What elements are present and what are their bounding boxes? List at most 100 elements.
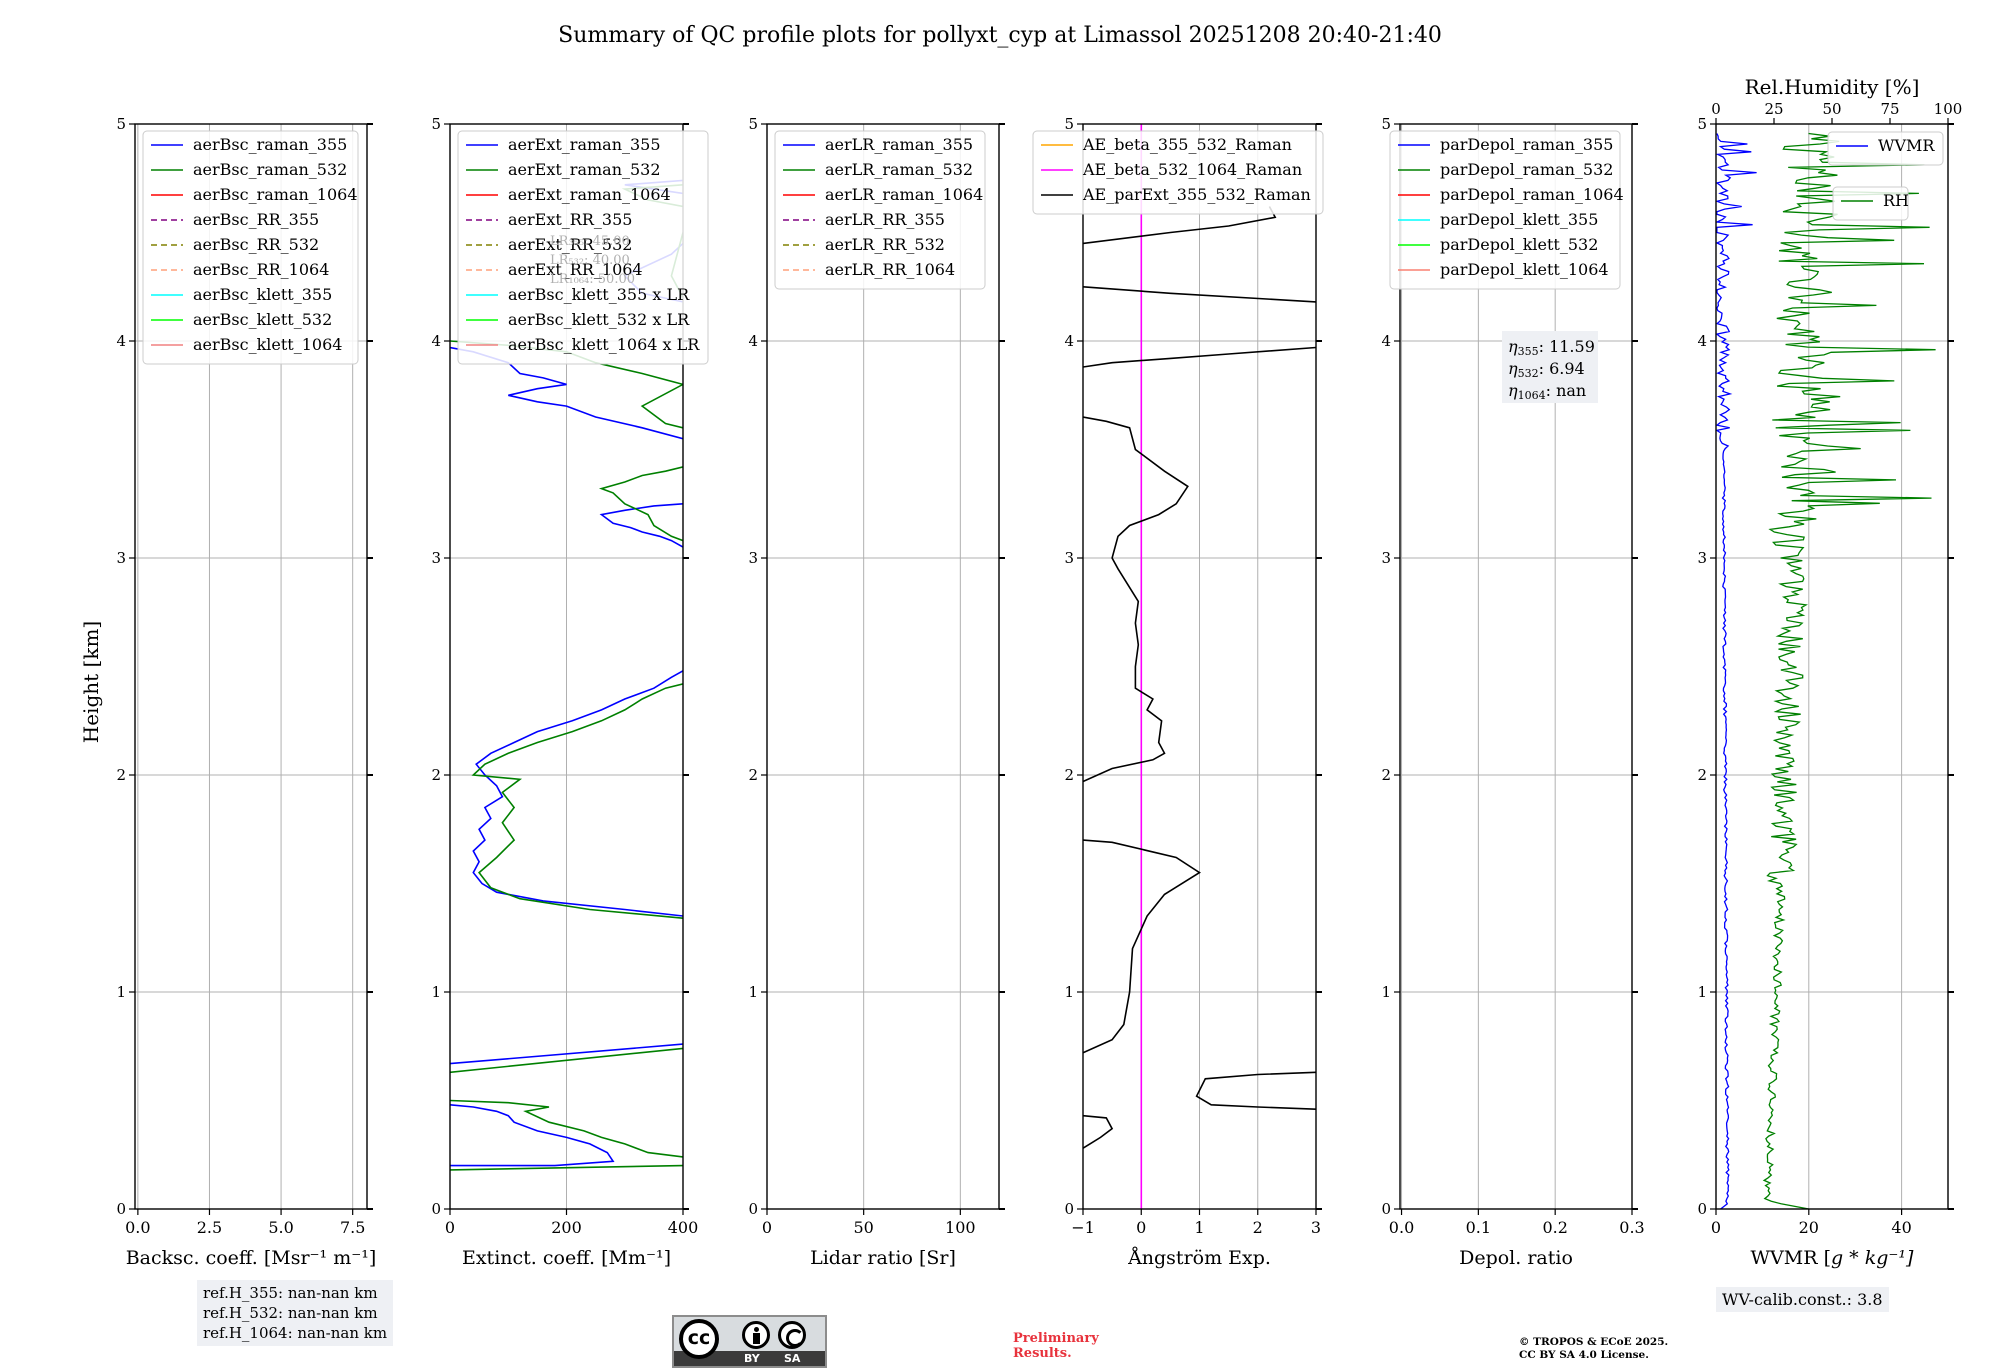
legend-label: RH <box>1883 191 1909 210</box>
legend-label: aerBsc_RR_355 <box>193 210 319 229</box>
x-tick-label: 0 <box>445 1218 455 1237</box>
x-tick-label: 0.1 <box>1466 1218 1491 1237</box>
y-tick-label: 3 <box>1697 549 1707 567</box>
legend: aerBsc_raman_355 aerBsc_raman_532 aerBsc_r… <box>142 130 359 365</box>
series-line <box>1083 286 1316 303</box>
y-tick-label: 5 <box>1381 115 1391 133</box>
y-tick-label: 1 <box>1064 983 1074 1001</box>
x-tick-label: −1 <box>1071 1218 1095 1237</box>
x-tick-label: 0.0 <box>125 1218 150 1237</box>
y-tick-label: 1 <box>748 983 758 1001</box>
x-axis-label: Depol. ratio <box>1459 1247 1573 1269</box>
legend-label: aerExt_RR_1064 <box>508 260 643 279</box>
top-axis-label: Rel.Humidity [%] <box>1745 75 1920 99</box>
y-tick-label: 5 <box>748 115 758 133</box>
legend-wvmr: WVMR <box>1827 131 1944 166</box>
y-tick-label: 2 <box>748 766 758 784</box>
axes-frame <box>1399 123 1633 1210</box>
y-tick-label: 3 <box>1064 549 1074 567</box>
legend-box <box>774 130 986 290</box>
y-tick-label: 2 <box>1381 766 1391 784</box>
legend-label: AE_beta_532_1064_Raman <box>1082 160 1302 179</box>
x-tick-label: 3 <box>1311 1218 1321 1237</box>
x-tick-label: 5.0 <box>268 1218 293 1237</box>
x-axis-label: WVMR [g * kg⁻¹] <box>1751 1247 1915 1269</box>
preliminary-results-note: Preliminary Results. <box>1013 1331 1099 1361</box>
ref-height-1064: ref.H_1064: nan-nan km <box>203 1324 388 1342</box>
y-tick-label: 5 <box>116 115 126 133</box>
y-tick-label: 4 <box>116 332 126 350</box>
legend: AE_beta_355_532_Raman AE_beta_532_1064_Ra… <box>1032 130 1324 215</box>
legend-label: aerBsc_klett_1064 <box>193 335 342 354</box>
x-tick-label: 40 <box>1891 1218 1911 1237</box>
cc-icon: cc <box>679 1319 719 1359</box>
y-tick-label: 2 <box>431 766 441 784</box>
series-AE_parExt_355_532_Raman <box>1083 206 1316 1149</box>
y-tick-label: 4 <box>431 332 441 350</box>
cc-by-sa-logo: cc BY SA <box>672 1315 827 1368</box>
x-tick-label: 0.2 <box>1542 1218 1567 1237</box>
x-tick-label: 200 <box>551 1218 582 1237</box>
figure-title: Summary of QC profile plots for pollyxt_… <box>558 23 1442 48</box>
x-tick-label: 1 <box>1194 1218 1204 1237</box>
axes-frame <box>134 123 368 1210</box>
legend-label: aerBsc_klett_532 x LR <box>508 310 690 329</box>
legend-label: aerBsc_raman_1064 <box>193 185 358 204</box>
series-rh-line <box>1762 132 1936 1209</box>
eta-box <box>1502 331 1598 403</box>
copyright-line-1: © TROPOS & ECoE 2025. <box>1519 1336 1669 1348</box>
x-tick-label: 0 <box>762 1218 772 1237</box>
series-line <box>450 1099 683 1158</box>
y-tick-label: 4 <box>1064 332 1074 350</box>
legend-box <box>1827 131 1944 166</box>
legend-label: parDepol_klett_355 <box>1440 210 1598 229</box>
eta-value: η532: 6.94 <box>1508 359 1585 380</box>
series-line <box>450 1047 683 1074</box>
series-line <box>1083 839 1201 1054</box>
series-line <box>450 1043 683 1065</box>
y-tick-label: 3 <box>116 549 126 567</box>
x-axis-label: Backsc. coeff. [Msr⁻¹ m⁻¹] <box>126 1247 377 1269</box>
legend-label: aerLR_raman_532 <box>825 160 973 179</box>
lr-note: LR₃₅₅: 45.00 <box>550 234 630 249</box>
series-line <box>1083 416 1189 783</box>
ref-height-532: ref.H_532: nan-nan km <box>203 1304 378 1322</box>
legend-label: parDepol_klett_532 <box>1440 235 1598 254</box>
x-tick-label: 0 <box>1711 1218 1721 1237</box>
legend-label: AE_parExt_355_532_Raman <box>1082 185 1311 204</box>
legend-label: aerExt_raman_532 <box>508 160 661 179</box>
legend: aerExt_raman_355 aerExt_raman_532 aerExt_r… <box>457 130 709 365</box>
y-tick-label: 4 <box>1381 332 1391 350</box>
panel-ext: 0 1 2 3 4 5 0 200 400 Extinct. coeff. [Mm⁻¹] aerEx… <box>431 115 709 1269</box>
legend-label: aerBsc_klett_532 <box>193 310 332 329</box>
x-tick-label: 2.5 <box>197 1218 222 1237</box>
x-tick-label: 400 <box>668 1218 699 1237</box>
legend-box <box>142 130 359 365</box>
lr-note: LR₁₀₆₄: 50.00 <box>550 272 635 287</box>
legend-label: aerLR_RR_1064 <box>825 260 955 279</box>
series-group <box>1716 132 1936 1209</box>
legend-label: aerExt_raman_355 <box>508 135 661 154</box>
series-line <box>1083 1114 1114 1149</box>
y-tick-label: 1 <box>1381 983 1391 1001</box>
legend-label: aerLR_RR_355 <box>825 210 945 229</box>
y-tick-label: 0 <box>116 1200 126 1218</box>
y-tick-label: 4 <box>748 332 758 350</box>
panel-bsc: 0 1 2 3 4 5 0.0 2.5 5.0 7.5 Backsc. coeff. [Msr⁻¹ … <box>116 115 376 1269</box>
y-tick-label: 0 <box>431 1200 441 1218</box>
eta-value: η1064: nan <box>1508 381 1586 402</box>
y-tick-label: 5 <box>1697 115 1707 133</box>
y-axis-label: Height [km] <box>79 621 103 743</box>
x-tick-label: 7.5 <box>340 1218 365 1237</box>
share-alike-icon <box>778 1321 806 1349</box>
legend-box <box>1832 186 1909 221</box>
preliminary-line-1: Preliminary <box>1013 1331 1099 1346</box>
x-tick-label: 0 <box>1136 1218 1146 1237</box>
legend: parDepol_raman_355 parDepol_raman_532 parD… <box>1389 130 1624 290</box>
legend-label: AE_beta_355_532_Raman <box>1082 135 1292 154</box>
legend-label: aerExt_raman_1064 <box>508 185 671 204</box>
legend-label: aerExt_RR_532 <box>508 235 632 254</box>
legend-label: parDepol_raman_532 <box>1440 160 1613 179</box>
